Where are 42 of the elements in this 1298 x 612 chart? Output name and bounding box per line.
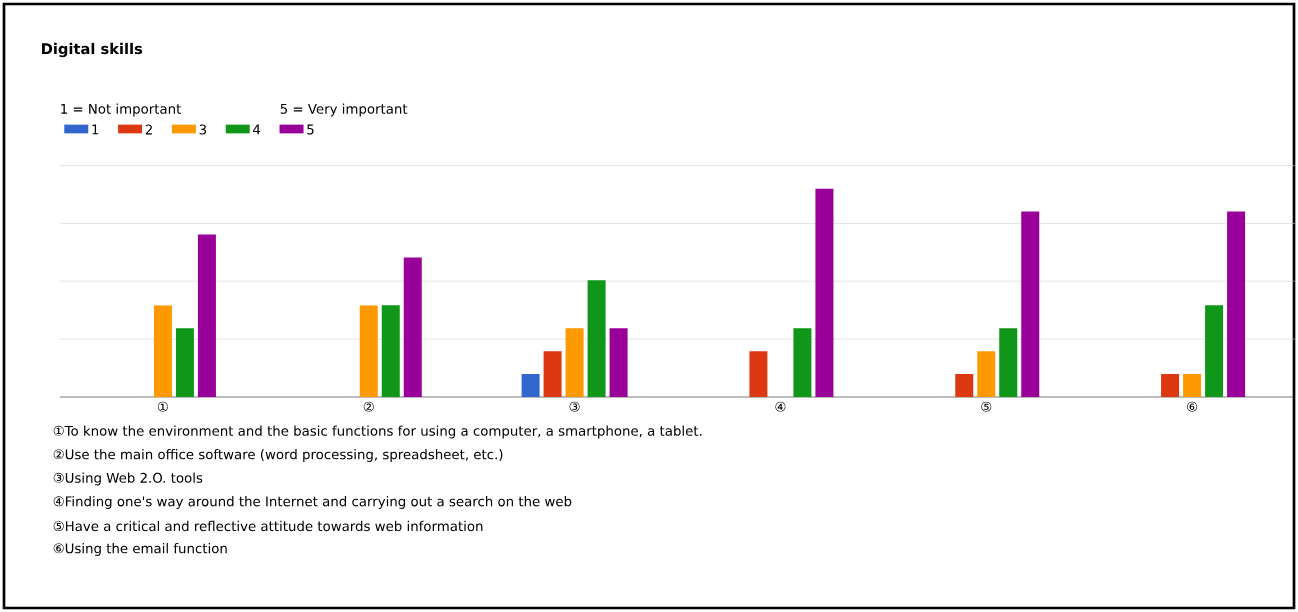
bar — [609, 328, 628, 398]
x-tick-label: ① — [157, 401, 168, 412]
bar — [587, 280, 606, 398]
text: ③Using Web 2.O. tools — [53, 472, 203, 486]
bar — [815, 188, 834, 398]
text: ⑤Have a critical and reflective attitude towards web information — [53, 520, 483, 532]
bar — [955, 374, 974, 398]
text: ⑥Using the email function — [53, 543, 227, 556]
bar — [543, 351, 562, 398]
x-tick-label: ③ — [569, 401, 580, 412]
bar — [521, 374, 540, 398]
text: 5 = Very important — [280, 103, 408, 117]
legend-label: 3 — [199, 124, 206, 135]
x-tick-label: ⑤ — [981, 401, 992, 412]
bar — [749, 351, 768, 398]
bar — [1183, 374, 1202, 398]
chart-title: Digital skills — [42, 42, 143, 58]
text: ④Finding one's way around the Internet and carrying out a search on the web — [53, 496, 572, 509]
legend-label: 1 — [92, 124, 99, 135]
bar — [999, 328, 1018, 398]
bar — [1227, 211, 1246, 398]
legend-label: 2 — [145, 124, 152, 135]
text: 1 = Not important — [61, 103, 182, 117]
text: ①To know the environment and the basic functions for using a computer, a smartphone, a tablet. — [53, 425, 702, 439]
bar — [977, 351, 996, 398]
bar — [1161, 374, 1180, 398]
bar — [793, 328, 812, 398]
bar — [197, 234, 216, 398]
bar — [1021, 211, 1040, 398]
bar — [1205, 305, 1224, 398]
legend-label: 4 — [253, 124, 261, 135]
legend-label: 5 — [307, 124, 314, 135]
bar — [381, 305, 400, 398]
bar — [359, 305, 378, 398]
bar — [565, 328, 584, 398]
bar — [403, 257, 422, 398]
x-tick-label: ⑥ — [1187, 401, 1198, 412]
x-tick-label: ④ — [775, 401, 786, 412]
text: ②Use the main office software (word processing, spreadsheet, etc.) — [53, 449, 503, 462]
x-tick-label: ② — [363, 401, 374, 412]
bar — [153, 305, 172, 398]
bar — [175, 328, 194, 398]
